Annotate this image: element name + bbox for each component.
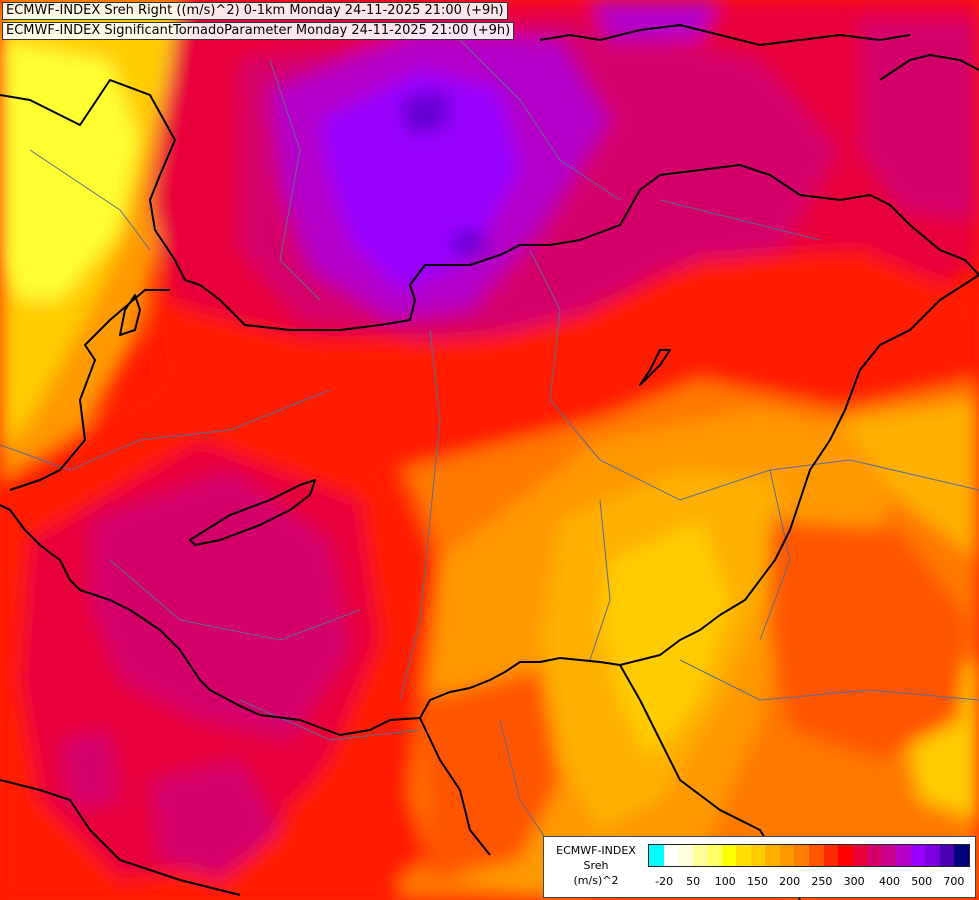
east-amber xyxy=(840,400,979,560)
legend-swatch xyxy=(765,845,780,866)
south-red-orange xyxy=(420,670,560,880)
border-south xyxy=(0,779,241,896)
central-red-belt xyxy=(150,250,979,470)
region-line-8 xyxy=(679,659,979,701)
legend-color-scale xyxy=(648,844,970,867)
legend-swatch xyxy=(663,845,679,866)
legend-tick: 100 xyxy=(714,875,736,888)
legend-variable: Sreh xyxy=(583,859,609,872)
north-purple-strip xyxy=(590,0,720,40)
legend-swatch xyxy=(852,845,868,866)
west-yellow-band xyxy=(0,40,140,300)
legend-tick: 400 xyxy=(879,875,900,888)
northeast-magenta xyxy=(860,20,979,220)
region-line-2 xyxy=(269,59,321,301)
lake-outline xyxy=(189,479,316,546)
legend-swatch xyxy=(678,845,693,866)
legend-swatch xyxy=(838,845,853,866)
region-line-9 xyxy=(109,559,361,641)
region-line-3 xyxy=(399,329,441,701)
national-borders xyxy=(0,24,979,900)
legend-swatch xyxy=(896,845,911,866)
legend-tick: -20 xyxy=(655,875,674,888)
lake-outline-north xyxy=(119,294,141,336)
legend-tick: 250 xyxy=(811,875,833,888)
legend-tick-labels: -20 50 100 150 200 250 300 400 500 700 xyxy=(648,875,970,889)
indigo-spot-2 xyxy=(452,232,488,256)
legend-swatch xyxy=(939,845,955,866)
legend-swatch xyxy=(707,845,722,866)
border-west-north xyxy=(0,79,979,331)
region-line-10 xyxy=(459,39,621,201)
legend-swatch xyxy=(736,845,751,866)
legend-tick: 700 xyxy=(943,875,965,888)
border-south-2 xyxy=(419,717,491,856)
legend-swatch xyxy=(881,845,897,866)
legend-tick: 150 xyxy=(746,875,768,888)
region-line-4 xyxy=(529,249,601,461)
region-line-12 xyxy=(29,149,151,251)
central-gold xyxy=(600,520,730,760)
region-line-11 xyxy=(659,199,821,241)
legend-unit: (m/s)^2 xyxy=(573,874,619,887)
east-red-orange xyxy=(770,520,970,760)
legend-swatch xyxy=(692,845,708,866)
indigo-spot-1 xyxy=(400,90,450,135)
south-magenta-patch xyxy=(150,760,280,880)
region-boundaries xyxy=(0,39,979,861)
legend-swatch xyxy=(925,845,940,866)
legend-swatch xyxy=(910,845,926,866)
border-east xyxy=(0,274,979,736)
map-title-primary: ECMWF-INDEX Sreh Right ((m/s)^2) 0-1km M… xyxy=(2,2,508,20)
color-legend: ECMWF-INDEX Sreh (m/s)^2 -20 50 100 150 200 2… xyxy=(543,836,976,898)
southwest-magenta-patch xyxy=(60,730,120,810)
legend-tick: 200 xyxy=(779,875,801,888)
legend-swatch xyxy=(779,845,795,866)
west-gold-band-2 xyxy=(0,300,60,430)
legend-label: ECMWF-INDEX Sreh (m/s)^2 xyxy=(548,843,644,888)
border-north-stub xyxy=(879,54,979,81)
legend-swatch xyxy=(954,845,970,866)
legend-tick: 500 xyxy=(911,875,933,888)
region-line-7 xyxy=(759,469,791,641)
southwest-magenta xyxy=(90,470,350,740)
legend-source: ECMWF-INDEX xyxy=(556,844,636,857)
legend-tick: 50 xyxy=(686,875,701,888)
legend-swatch xyxy=(649,845,664,866)
south-red xyxy=(280,760,430,900)
legend-swatch xyxy=(721,845,737,866)
region-line-14 xyxy=(239,699,421,741)
region-line-1 xyxy=(0,389,331,471)
legend-swatch xyxy=(809,845,824,866)
legend-swatch xyxy=(823,845,839,866)
region-line-6 xyxy=(589,499,611,661)
river-outline-east xyxy=(639,349,671,386)
map-title-secondary: ECMWF-INDEX SignificantTornadoParameter … xyxy=(2,22,515,40)
legend-tick: 300 xyxy=(843,875,865,888)
legend-swatch xyxy=(794,845,810,866)
legend-swatch xyxy=(750,845,766,866)
border-north-top xyxy=(539,24,911,46)
legend-swatch xyxy=(867,845,882,866)
